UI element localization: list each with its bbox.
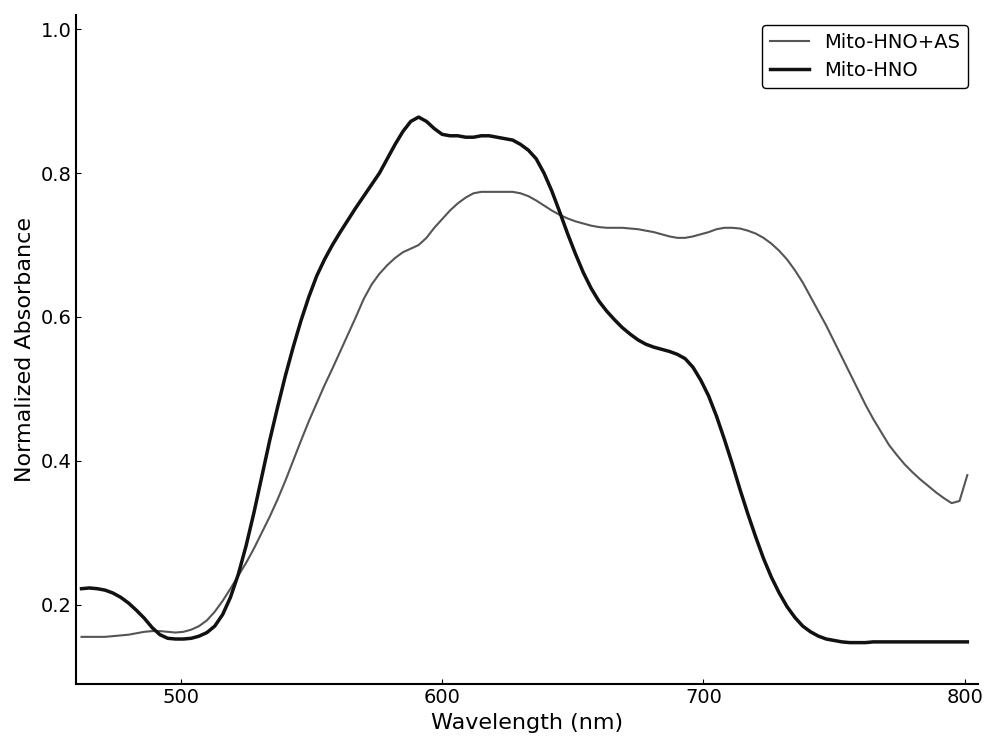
Mito-HNO [961,637,973,646]
Mito-HNO [76,584,88,593]
Mito-HNO+AS [319,381,331,390]
Mito-HNO+AS [758,233,770,242]
Mito-HNO [177,634,189,643]
Mito-HNO+AS [475,187,487,196]
Mito-HNO [326,241,338,250]
Mito-HNO+AS [177,628,189,637]
Mito-HNO [413,113,425,122]
Mito-HNO [319,255,331,264]
Line: Mito-HNO: Mito-HNO [82,117,967,643]
Mito-HNO [656,345,668,354]
X-axis label: Wavelength (nm): Wavelength (nm) [431,713,623,733]
Mito-HNO+AS [656,230,668,239]
Legend: Mito-HNO+AS, Mito-HNO: Mito-HNO+AS, Mito-HNO [762,25,968,88]
Y-axis label: Normalized Absorbance: Normalized Absorbance [15,217,35,482]
Mito-HNO+AS [326,364,338,373]
Mito-HNO+AS [76,632,88,641]
Mito-HNO+AS [420,233,432,242]
Mito-HNO [428,124,440,133]
Mito-HNO+AS [961,470,973,479]
Mito-HNO [844,638,856,647]
Mito-HNO [758,554,770,563]
Line: Mito-HNO+AS: Mito-HNO+AS [82,191,967,637]
